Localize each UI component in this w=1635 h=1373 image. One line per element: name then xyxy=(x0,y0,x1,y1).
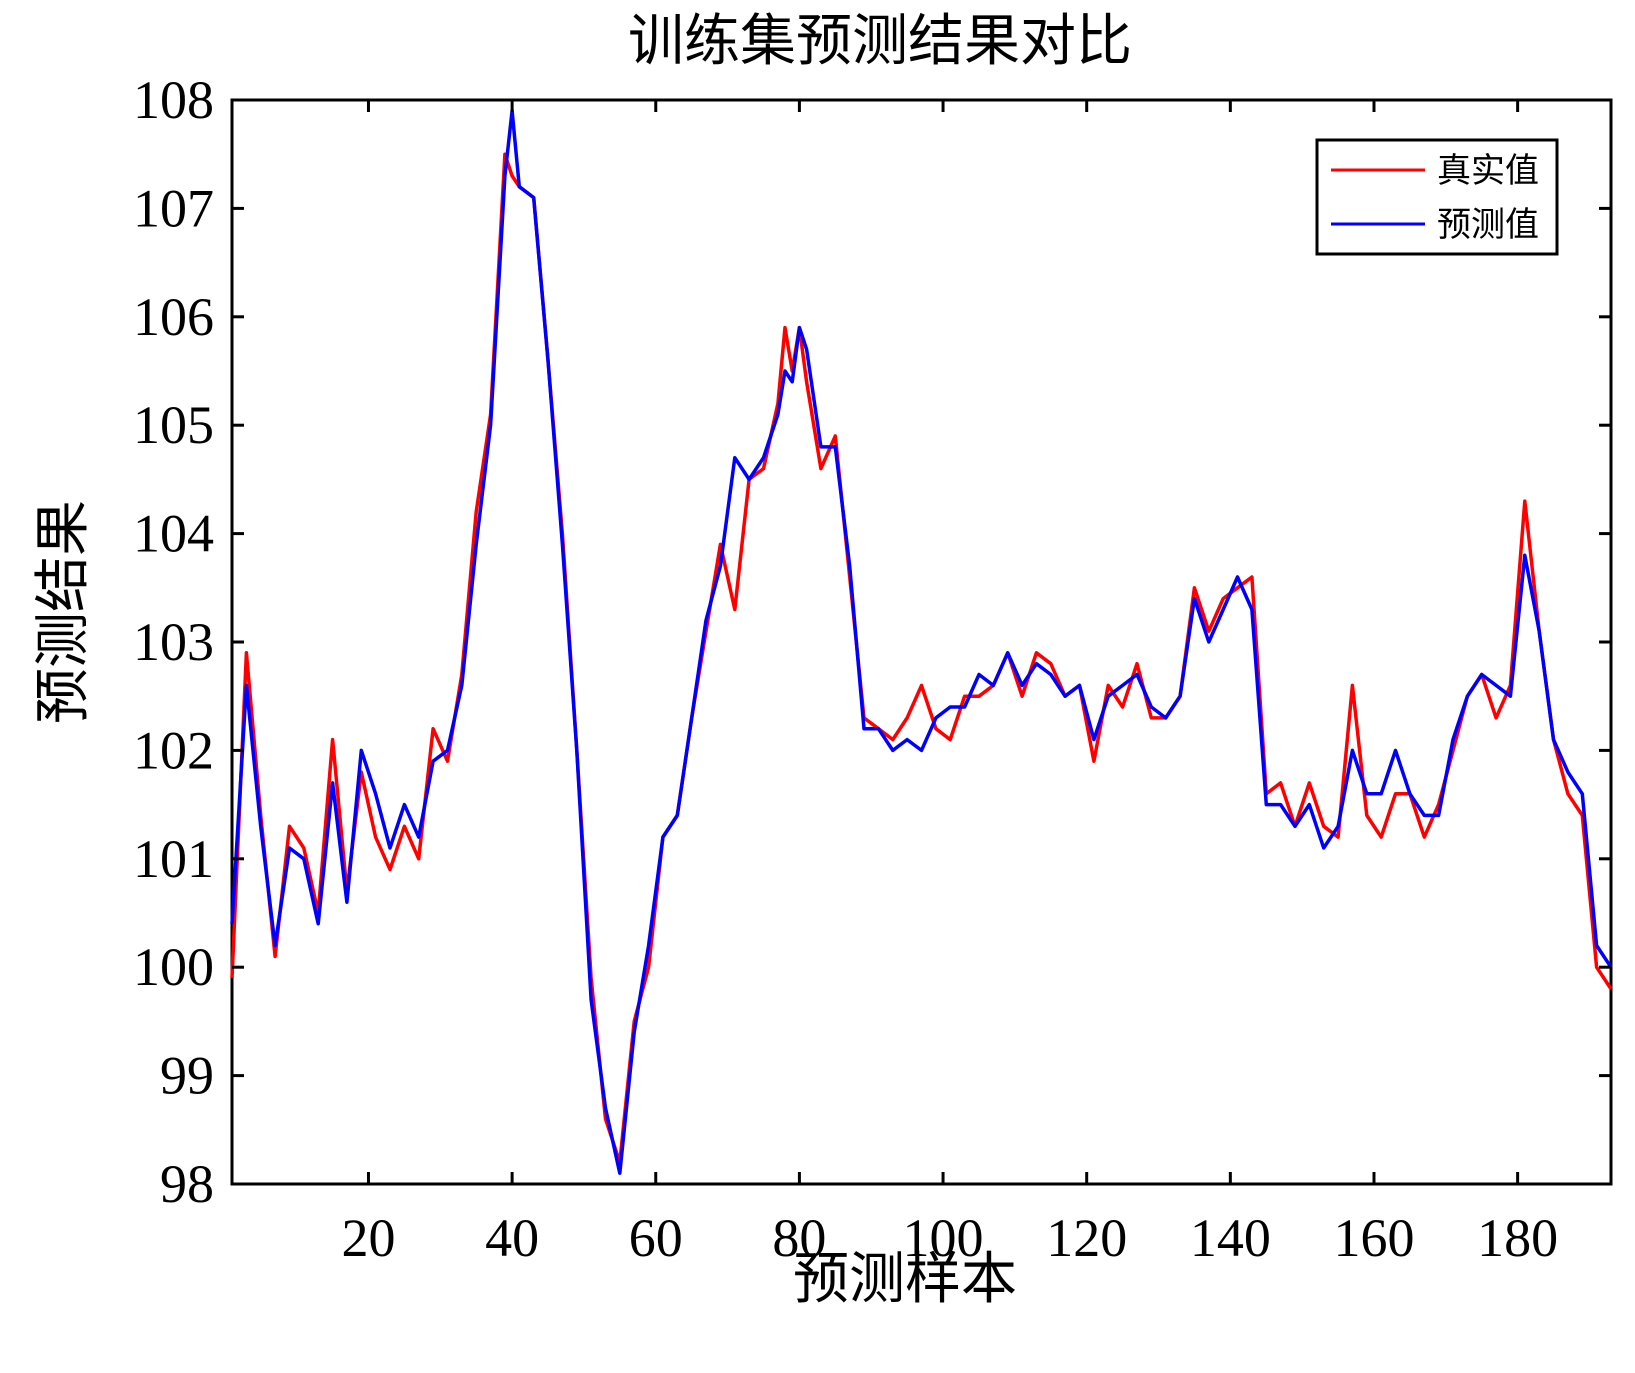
y-tick-label: 99 xyxy=(160,1046,214,1106)
x-tick-label: 20 xyxy=(341,1208,395,1268)
plot-area xyxy=(230,98,1613,1186)
x-tick-label: 80 xyxy=(772,1208,826,1268)
series-line-predicted-value xyxy=(230,109,1613,1175)
y-tick-label: 101 xyxy=(133,829,214,889)
y-tick-label: 107 xyxy=(133,178,214,238)
y-tick-label: 103 xyxy=(133,612,214,672)
y-tick-label: 98 xyxy=(160,1154,214,1214)
x-tick-label: 60 xyxy=(629,1208,683,1268)
x-tick-label: 140 xyxy=(1190,1208,1271,1268)
y-axis: 98 99 100 101 102 103 104 105 106 107 108 xyxy=(133,70,1611,1214)
series-line-true-value xyxy=(230,152,1613,1165)
x-tick-label: 100 xyxy=(903,1208,984,1268)
legend-label-true-value: 真实值 xyxy=(1437,151,1539,191)
x-axis: 20 40 60 80 100 120 140 160 180 xyxy=(341,100,1558,1268)
y-tick-label: 104 xyxy=(133,504,214,564)
x-tick-label: 180 xyxy=(1477,1208,1558,1268)
legend-box xyxy=(1315,138,1559,256)
x-axis-label: 预测样本 xyxy=(793,1247,1017,1312)
y-tick-label: 105 xyxy=(133,395,214,455)
y-tick-label: 100 xyxy=(133,937,214,997)
chart-title: 训练集预测结果对比 xyxy=(628,9,1132,74)
y-tick-label: 106 xyxy=(133,287,214,347)
legend: 真实值 预测值 xyxy=(1315,138,1559,256)
y-axis-label: 预测结果 xyxy=(31,500,96,724)
x-tick-label: 160 xyxy=(1333,1208,1414,1268)
x-tick-label: 120 xyxy=(1046,1208,1127,1268)
legend-label-predicted-value: 预测值 xyxy=(1437,205,1539,245)
y-tick-label: 108 xyxy=(133,70,214,130)
x-tick-label: 40 xyxy=(485,1208,539,1268)
y-tick-label: 102 xyxy=(133,720,214,780)
plot-frame xyxy=(230,98,1613,1186)
